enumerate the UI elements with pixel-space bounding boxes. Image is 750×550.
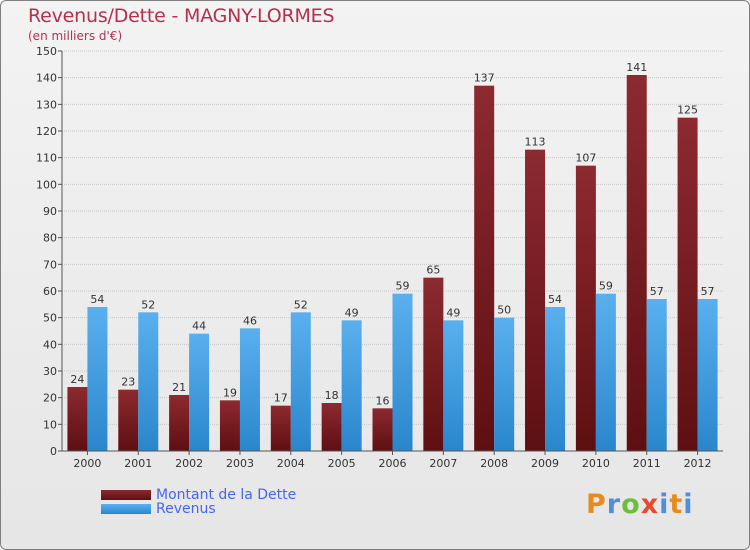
bar-revenus	[697, 299, 718, 451]
logo-letter: x	[640, 489, 660, 520]
data-label: 113	[525, 136, 546, 149]
chart-subtitle: (en milliers d'€)	[28, 29, 123, 43]
y-tick-label: 30	[43, 365, 57, 378]
chart-title: Revenus/Dette - MAGNY-LORMES	[28, 5, 335, 27]
legend-swatch-revenus	[101, 504, 151, 514]
bar-dette	[118, 389, 139, 451]
bar-revenus	[341, 320, 362, 451]
data-label: 19	[223, 386, 237, 399]
y-tick-label: 80	[43, 232, 57, 245]
x-tick-label: 2007	[429, 457, 457, 470]
legend-label-dette: Montant de la Dette	[156, 487, 297, 503]
y-tick-label: 100	[36, 178, 57, 191]
y-tick-label: 70	[43, 258, 57, 271]
bar-revenus	[646, 299, 667, 451]
bar-revenus	[138, 312, 159, 451]
logo-letter: i	[683, 489, 694, 520]
bar-revenus	[595, 293, 616, 451]
x-tick-label: 2002	[175, 457, 203, 470]
data-label: 52	[141, 298, 155, 311]
data-label: 107	[575, 152, 596, 165]
y-tick-label: 120	[36, 125, 57, 138]
data-label: 49	[345, 306, 359, 319]
x-tick-label: 2009	[531, 457, 559, 470]
bar-dette	[219, 400, 240, 451]
x-tick-label: 2010	[582, 457, 610, 470]
data-label: 57	[701, 285, 715, 298]
data-label: 59	[599, 280, 613, 293]
bar-revenus	[290, 312, 311, 451]
logo-letter: o	[621, 489, 641, 520]
x-tick-label: 2005	[328, 457, 356, 470]
bar-revenus	[545, 307, 566, 451]
bar-dette	[423, 277, 444, 451]
bar-revenus	[392, 293, 413, 451]
data-label: 125	[677, 104, 698, 117]
bar-revenus	[494, 317, 515, 451]
x-tick-label: 2006	[379, 457, 407, 470]
y-tick-label: 110	[36, 152, 57, 165]
x-tick-label: 2004	[277, 457, 305, 470]
data-label: 141	[626, 61, 647, 74]
y-tick-label: 40	[43, 338, 57, 351]
logo-letter: r	[606, 489, 622, 520]
data-label: 21	[172, 381, 186, 394]
bar-dette	[525, 149, 546, 451]
bar-revenus	[443, 320, 464, 451]
data-label: 17	[274, 392, 288, 405]
bar-revenus	[189, 333, 210, 451]
data-label: 57	[650, 285, 664, 298]
bar-dette	[372, 408, 393, 451]
y-tick-label: 20	[43, 392, 57, 405]
data-label: 46	[243, 314, 257, 327]
data-label: 50	[497, 304, 511, 317]
data-label: 18	[325, 389, 339, 402]
bar-dette	[474, 85, 495, 452]
bar-dette	[67, 387, 88, 451]
bar-dette	[321, 403, 342, 451]
data-label: 16	[376, 394, 390, 407]
legend-item-revenus: Revenus	[101, 501, 216, 517]
y-tick-label: 150	[36, 45, 57, 58]
bar-dette	[677, 117, 698, 452]
x-tick-label: 2003	[226, 457, 254, 470]
bar-dette	[169, 395, 190, 451]
legend-label-revenus: Revenus	[156, 501, 216, 517]
logo-letter: t	[669, 489, 684, 520]
bar-revenus	[239, 328, 260, 451]
y-tick-label: 0	[50, 445, 57, 458]
logo-letter: P	[586, 489, 607, 520]
legend-swatch-dette	[101, 490, 151, 500]
y-tick-label: 60	[43, 285, 57, 298]
x-tick-label: 2000	[73, 457, 101, 470]
data-label: 24	[70, 373, 84, 386]
y-tick-label: 10	[43, 418, 57, 431]
legend-item-dette: Montant de la Dette	[101, 487, 296, 503]
x-tick-label: 2011	[633, 457, 661, 470]
data-label: 23	[121, 376, 135, 389]
bar-dette	[270, 405, 291, 451]
y-tick-label: 90	[43, 205, 57, 218]
data-label: 137	[474, 72, 495, 85]
bar-revenus	[87, 307, 108, 451]
logo-letter: i	[659, 489, 670, 520]
bar-dette	[626, 75, 647, 451]
proxiti-logo: Proxiti	[586, 489, 694, 520]
bar-dette	[575, 165, 596, 451]
x-tick-label: 2001	[124, 457, 152, 470]
y-tick-label: 130	[36, 98, 57, 111]
data-label: 65	[426, 264, 440, 277]
data-label: 54	[90, 293, 104, 306]
data-label: 54	[548, 293, 562, 306]
data-label: 52	[294, 298, 308, 311]
data-label: 49	[446, 306, 460, 319]
data-label: 44	[192, 320, 206, 333]
x-tick-label: 2008	[480, 457, 508, 470]
x-tick-label: 2012	[684, 457, 712, 470]
y-tick-label: 50	[43, 312, 57, 325]
y-tick-label: 140	[36, 72, 57, 85]
data-label: 59	[396, 280, 410, 293]
